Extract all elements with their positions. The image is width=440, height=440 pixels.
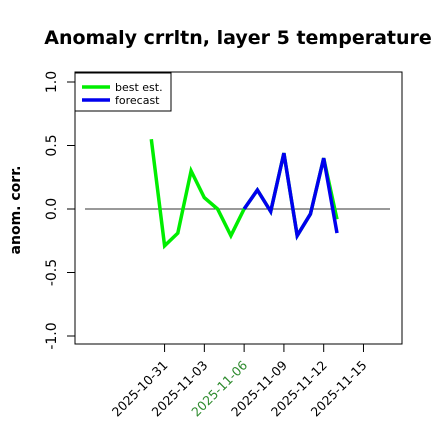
legend-box [74,72,172,112]
y-tick-label: -0.5 [44,259,60,286]
y-axis-label: anom. corr. [8,166,24,255]
x-axis: 2025-10-312025-11-032025-11-062025-11-09… [109,344,370,419]
series-line-forecast [242,152,339,241]
legend-label: forecast [115,94,160,107]
series-layer [149,138,339,250]
y-axis: -1.0 -0.5 0.0 0.5 1.0 [44,71,75,350]
y-tick-label: 0.5 [44,134,60,156]
plot-frame [74,71,403,345]
legend-label: best est. [115,81,163,94]
y-tick-label: -1.0 [44,322,60,349]
legend: best est.forecast [74,72,172,112]
chart-title: Anomaly crrltn, layer 5 temperature [44,27,432,49]
series-line-best-est [149,138,339,250]
y-tick-label: 0.0 [44,198,60,220]
y-tick-label: 1.0 [44,71,60,93]
